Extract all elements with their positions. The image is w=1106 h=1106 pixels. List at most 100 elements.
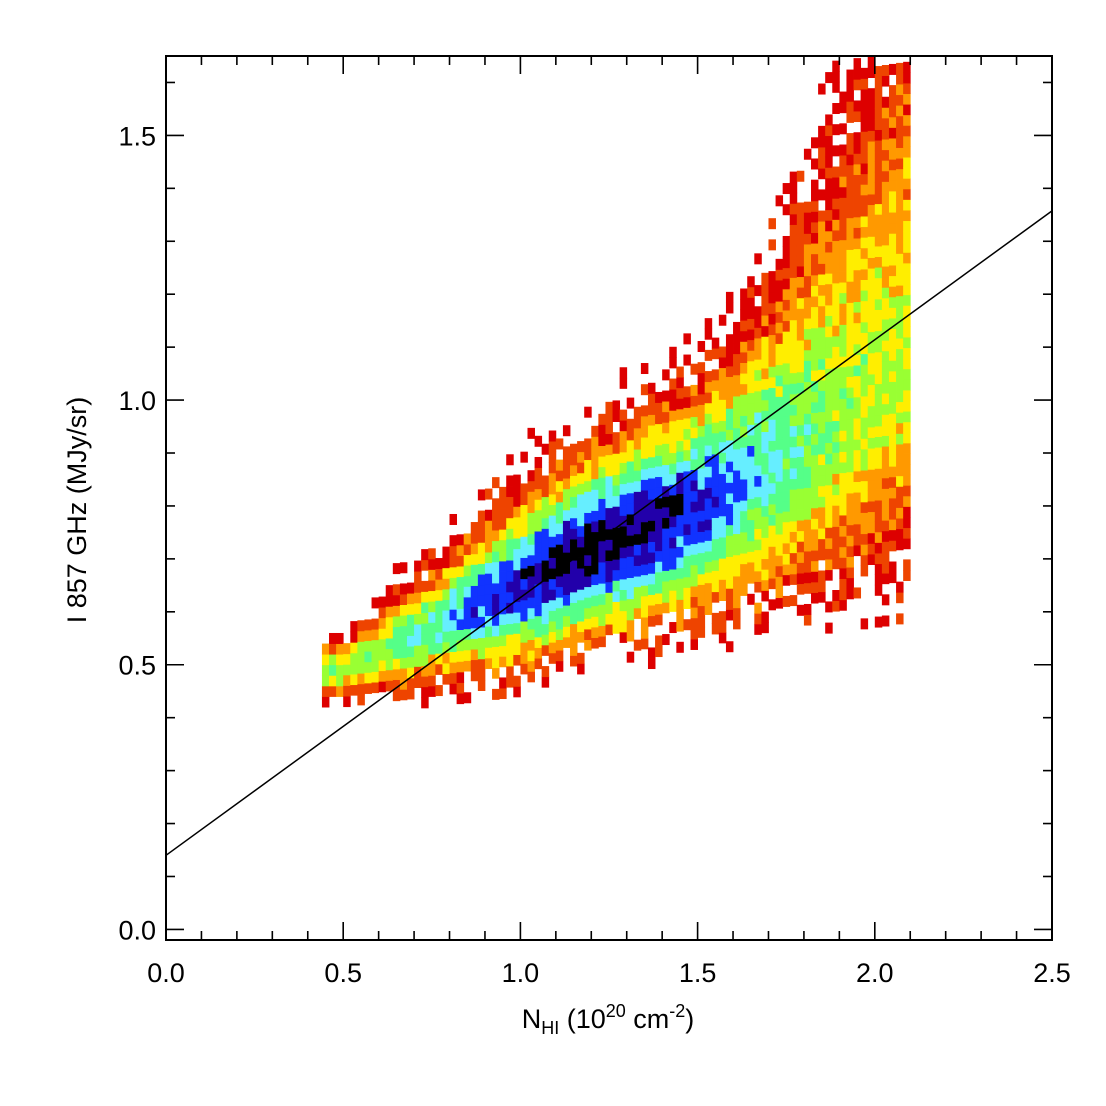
density-cell <box>846 186 854 197</box>
density-cell <box>640 521 649 533</box>
density-cell <box>449 588 458 600</box>
density-cell <box>492 667 500 679</box>
density-cell <box>818 507 826 518</box>
density-cell <box>754 316 762 328</box>
density-cell <box>662 528 670 540</box>
density-cell <box>562 520 571 532</box>
density-cell <box>896 126 904 138</box>
density-cell <box>690 628 698 640</box>
density-cell <box>881 117 890 129</box>
density-cell <box>541 676 550 688</box>
density-cell <box>818 581 826 593</box>
density-cell <box>782 352 791 364</box>
density-cell <box>449 619 458 631</box>
density-cell <box>747 435 755 446</box>
density-cell <box>860 491 869 503</box>
density-cell <box>874 500 883 512</box>
density-cell <box>874 373 883 385</box>
density-cell <box>435 589 443 601</box>
density-cell <box>896 73 904 85</box>
density-cell <box>690 363 698 375</box>
density-cell <box>399 562 408 574</box>
density-cell <box>860 194 869 206</box>
density-cell <box>825 442 833 454</box>
density-cell <box>733 597 741 609</box>
density-cell <box>499 592 507 604</box>
density-cell <box>577 515 585 527</box>
density-cell <box>733 353 741 365</box>
density-cell <box>853 386 862 398</box>
density-cell <box>626 397 635 409</box>
density-cell <box>435 642 443 654</box>
density-cell <box>506 581 514 593</box>
density-cell <box>860 226 869 238</box>
density-cell <box>775 385 784 397</box>
density-cell <box>782 521 791 533</box>
density-cell <box>598 509 606 521</box>
density-cell <box>782 511 791 523</box>
density-cell <box>414 571 422 583</box>
density-cell <box>903 517 911 529</box>
density-cell <box>619 451 628 463</box>
density-cell <box>463 554 472 566</box>
density-cell <box>846 418 854 430</box>
density-cell <box>718 357 727 369</box>
density-cell <box>640 532 649 544</box>
density-cell <box>704 445 713 457</box>
density-cell <box>775 576 784 588</box>
density-cell <box>803 392 812 404</box>
density-cell <box>619 504 628 516</box>
density-cell <box>499 603 507 615</box>
density-cell <box>555 523 564 535</box>
density-cell <box>768 556 776 568</box>
density-cell <box>839 557 847 569</box>
density-cell <box>846 365 854 377</box>
density-cell <box>768 546 776 558</box>
density-cell <box>619 430 628 442</box>
y-tick-label: 0.5 <box>118 651 156 681</box>
density-cell <box>364 682 372 694</box>
density-cell <box>718 431 727 443</box>
density-cell <box>881 382 890 394</box>
density-cell <box>456 682 465 694</box>
density-cell <box>733 491 741 503</box>
density-cell <box>584 491 592 503</box>
density-cell <box>811 200 819 212</box>
density-cell <box>761 537 769 549</box>
density-cell <box>449 513 458 525</box>
density-cell <box>555 438 564 450</box>
density-cell <box>832 124 840 136</box>
density-cell <box>896 454 904 466</box>
density-cell <box>768 493 776 505</box>
density-cell <box>711 379 720 391</box>
density-cell <box>371 660 380 672</box>
density-cell <box>697 468 706 480</box>
density-cell <box>612 559 621 571</box>
density-cell <box>818 411 826 423</box>
density-cell <box>874 150 883 162</box>
density-cell <box>669 495 677 506</box>
density-cell <box>435 621 443 633</box>
density-cell <box>846 545 854 557</box>
density-cell <box>619 631 628 643</box>
density-cell <box>357 662 365 674</box>
density-cell <box>796 350 805 362</box>
density-cell <box>733 332 741 344</box>
density-cell <box>768 292 776 304</box>
density-cell <box>570 644 578 656</box>
density-cell <box>803 551 812 563</box>
density-cell <box>775 195 784 207</box>
density-cell <box>896 380 904 392</box>
density-cell <box>754 528 762 540</box>
density-cell <box>470 617 479 629</box>
density-cell <box>591 552 599 564</box>
density-cell <box>853 492 862 504</box>
density-cell <box>888 561 897 573</box>
density-cell <box>357 652 365 664</box>
density-cell <box>818 570 826 582</box>
density-cell <box>435 610 443 622</box>
density-cell <box>371 682 380 694</box>
density-cell <box>768 472 776 484</box>
density-cell <box>378 649 387 661</box>
density-cell <box>470 553 479 565</box>
